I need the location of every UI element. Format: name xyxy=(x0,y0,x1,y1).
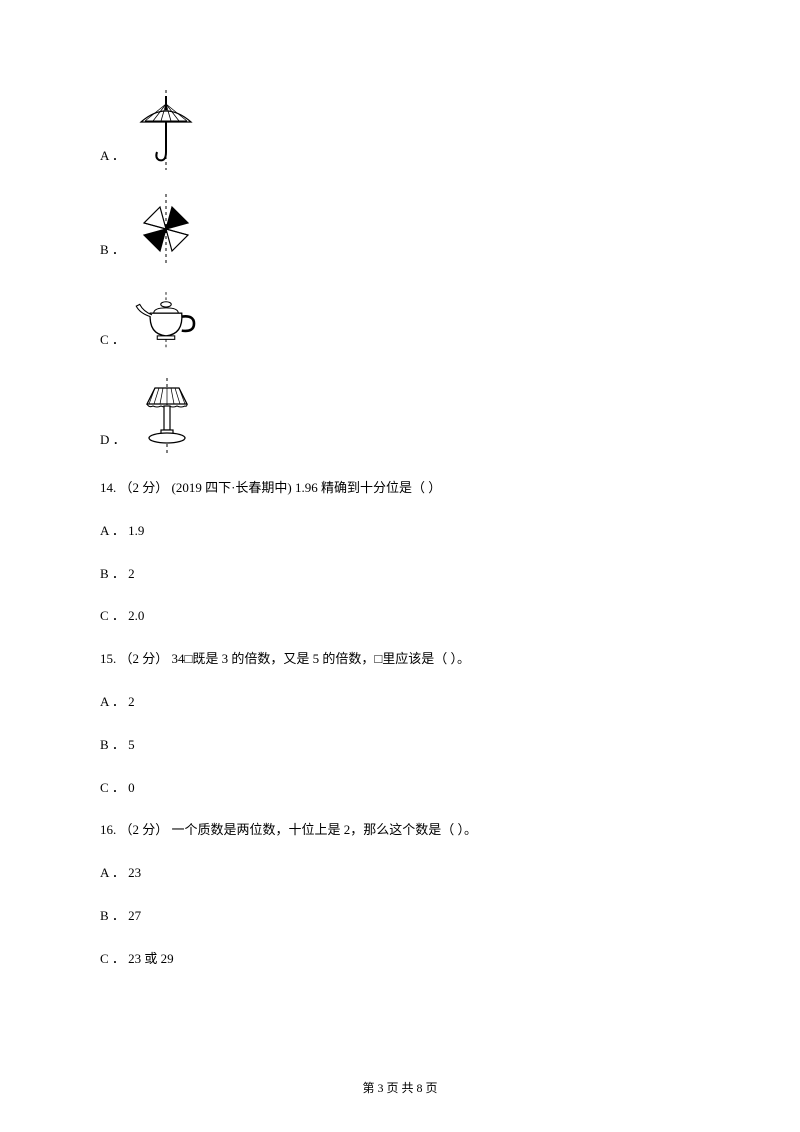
q16-option-a[interactable]: A ． 23 xyxy=(100,863,700,884)
q16-option-b[interactable]: B ． 27 xyxy=(100,906,700,927)
q14-option-b[interactable]: B ． 2 xyxy=(100,564,700,585)
q13-option-b[interactable]: B ． xyxy=(100,194,700,264)
q15-option-b[interactable]: B ． 5 xyxy=(100,735,700,756)
q15-text: 15. （2 分） 34□既是 3 的倍数，又是 5 的倍数，□里应该是（ ）。 xyxy=(100,649,700,670)
q15-option-a[interactable]: A ． 2 xyxy=(100,692,700,713)
q13-option-a[interactable]: A ． xyxy=(100,90,700,170)
lamp-icon xyxy=(132,378,202,454)
umbrella-icon xyxy=(131,90,201,170)
q15-option-c[interactable]: C ． 0 xyxy=(100,778,700,799)
q14-option-a[interactable]: A ． 1.9 xyxy=(100,521,700,542)
q13-option-a-label: A ． xyxy=(100,145,125,170)
q13-option-d-label: D ． xyxy=(100,429,126,454)
q13-option-d[interactable]: D ． xyxy=(100,378,700,454)
q13-option-c-label: C ． xyxy=(100,329,125,354)
q16-text: 16. （2 分） 一个质数是两位数，十位上是 2，那么这个数是（ ）。 xyxy=(100,820,700,841)
q14-text: 14. （2 分） (2019 四下·长春期中) 1.96 精确到十分位是（ ） xyxy=(100,478,700,499)
q14-option-c[interactable]: C ． 2.0 xyxy=(100,606,700,627)
teapot-icon xyxy=(131,288,201,354)
q13-option-b-label: B ． xyxy=(100,239,125,264)
q13-option-c[interactable]: C ． xyxy=(100,288,700,354)
q16-option-c[interactable]: C ． 23 或 29 xyxy=(100,949,700,970)
page-footer: 第 3 页 共 8 页 xyxy=(0,1079,800,1096)
pinwheel-icon xyxy=(131,194,201,264)
